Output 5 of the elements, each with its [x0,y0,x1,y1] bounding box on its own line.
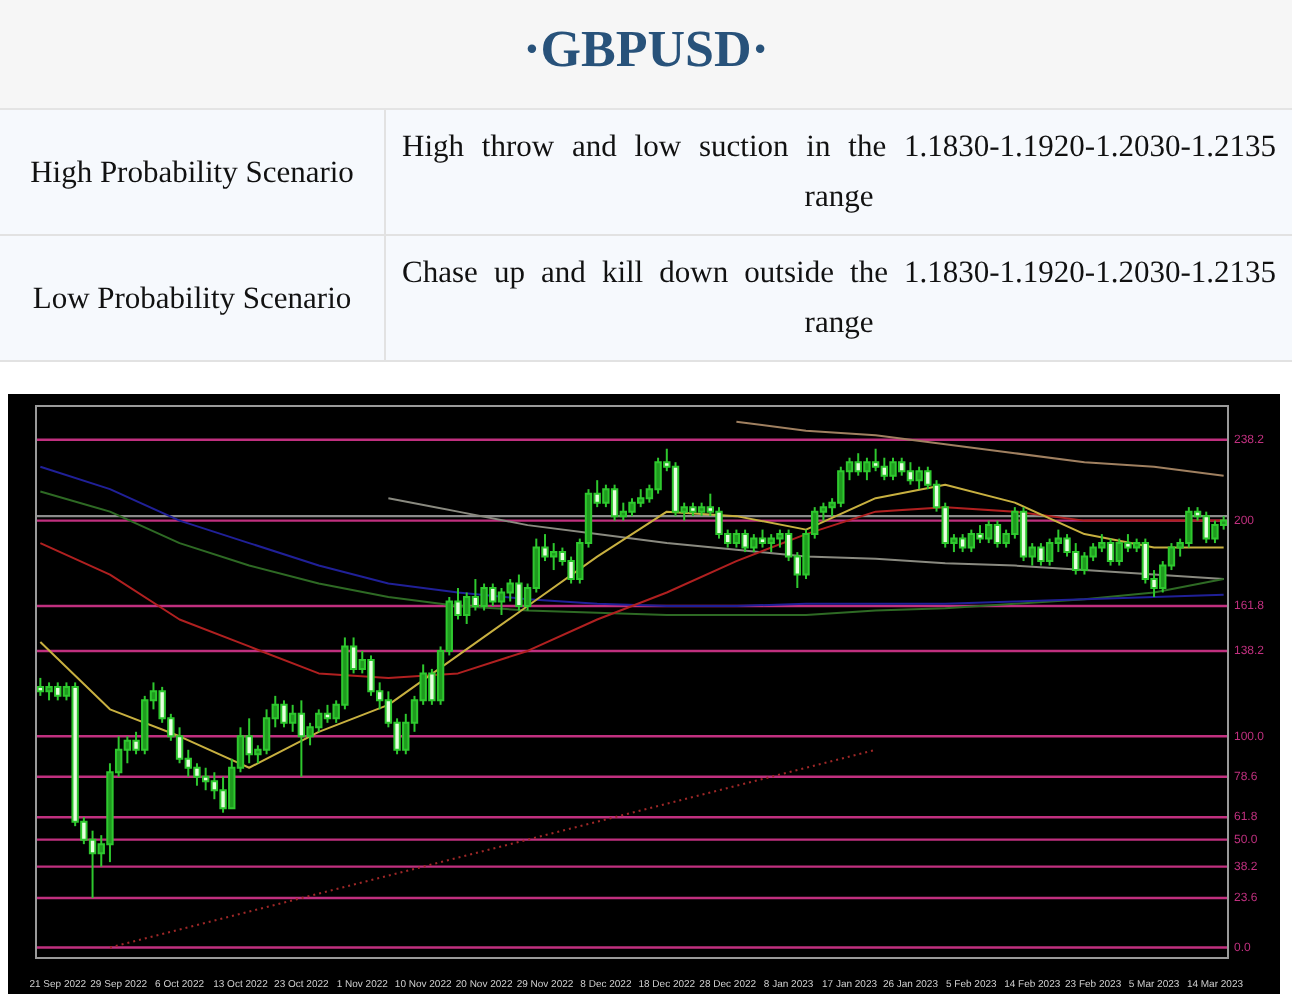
text: Chase up and kill down outside the 1.1830-1.1920-1.2030-1.2135 range [385,235,1292,361]
text: ·GBPUSD· [0,0,1292,110]
text: Low Probability Scenario [0,235,385,361]
text: High Probability Scenario [0,110,385,235]
text: High throw and low suction in the 1.1830-1.1920-1.2030-1.2135 range [385,110,1292,235]
